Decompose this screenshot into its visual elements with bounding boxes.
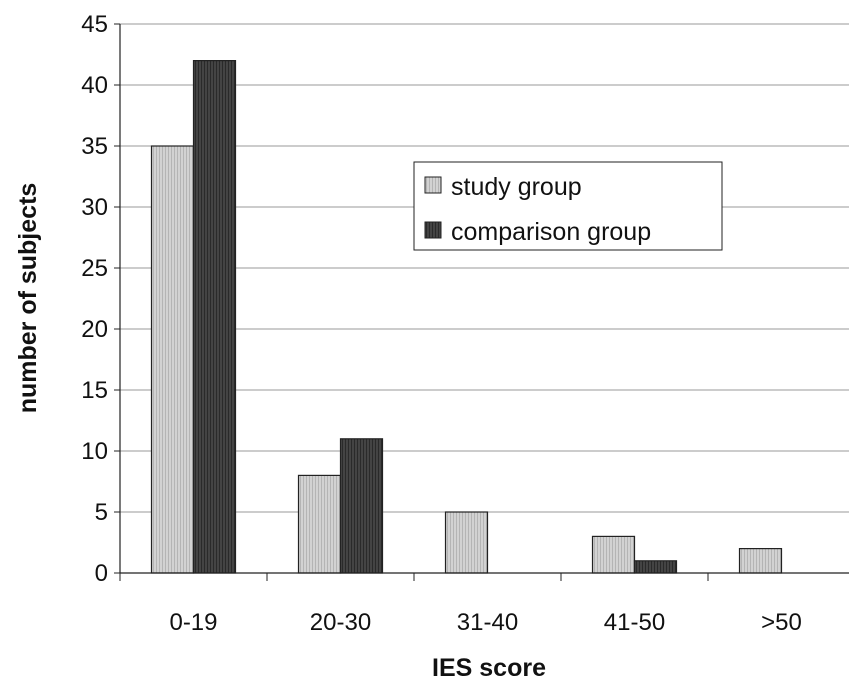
y-tick-label: 35 (81, 133, 108, 160)
axes (114, 23, 849, 581)
bar-study-group-1 (297, 474, 342, 574)
y-tick-label: 10 (81, 438, 108, 465)
bar-study-group-3 (591, 535, 636, 574)
legend-label-study-group: study group (451, 173, 582, 201)
y-tick-label: 30 (81, 194, 108, 221)
legend-label-comparison-group: comparison group (451, 218, 651, 246)
bar-study-group-2 (444, 511, 489, 574)
bars (150, 59, 783, 574)
x-tick-label: 41-50 (604, 609, 665, 636)
legend-swatch-comparison-group (424, 221, 442, 239)
y-tick-label: 0 (95, 560, 108, 587)
bar-comparison-group-1 (339, 438, 384, 574)
y-tick-label: 20 (81, 316, 108, 343)
y-tick-labels: 0 5 10 15 20 25 30 35 40 45 (81, 11, 108, 587)
x-tick-label: 20-30 (310, 609, 371, 636)
bar-comparison-group-3 (633, 560, 678, 574)
legend: study group comparison group (413, 161, 723, 251)
bar-comparison-group-0 (192, 59, 237, 574)
y-tick-label: 45 (81, 11, 108, 38)
x-tick-labels: 0-19 20-30 31-40 41-50 >50 (169, 609, 801, 636)
bar-study-group-4 (738, 547, 783, 574)
x-tick-label: 31-40 (457, 609, 518, 636)
y-tick-label: 40 (81, 72, 108, 99)
x-tick-label: >50 (761, 609, 802, 636)
legend-swatch-study-group (424, 176, 442, 194)
y-axis-title: number of subjects (14, 183, 42, 414)
y-tick-label: 25 (81, 255, 108, 282)
bar-study-group-0 (150, 145, 195, 574)
y-tick-label: 5 (95, 499, 108, 526)
x-tick-label: 0-19 (169, 609, 217, 636)
y-tick-label: 15 (81, 377, 108, 404)
x-axis-title: IES score (432, 654, 546, 682)
legend-box (413, 161, 723, 251)
